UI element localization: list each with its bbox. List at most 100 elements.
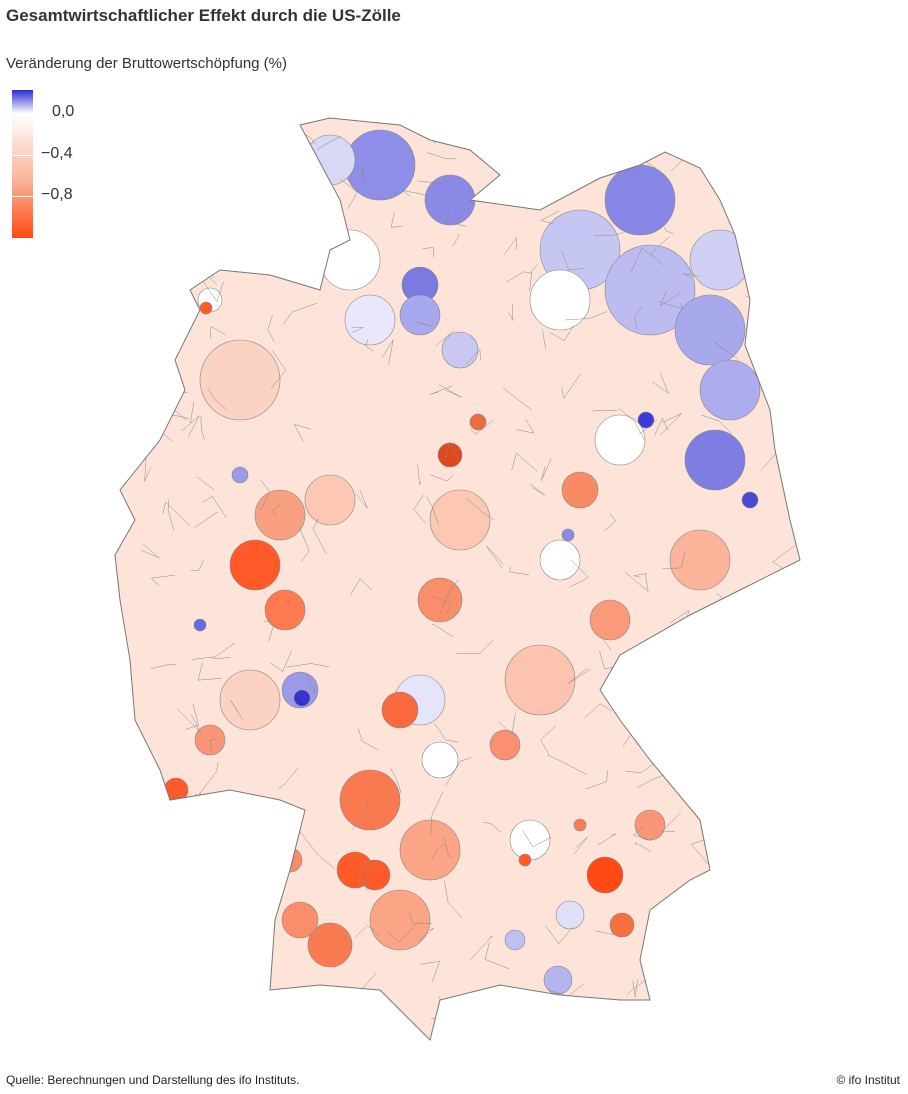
district-region [699, 359, 761, 421]
district-boundary [209, 738, 218, 753]
district-region [637, 411, 655, 429]
district-boundary [445, 441, 459, 459]
district-boundary [293, 424, 312, 442]
district-region [634, 809, 666, 841]
district-boundary [545, 925, 573, 945]
district-boundary [658, 301, 683, 310]
legend-tick-label: −0,8 [41, 186, 73, 203]
district-boundary [198, 762, 219, 795]
district-boundary [200, 415, 205, 440]
district-boundary [529, 264, 538, 292]
chart-title: Gesamtwirtschaftlicher Effekt durch die … [6, 6, 401, 25]
district-region [254, 489, 306, 541]
district-boundary [265, 202, 288, 218]
district-boundary [569, 559, 589, 588]
district-boundary [466, 498, 494, 520]
district-boundary [194, 511, 218, 528]
district-boundary [167, 499, 175, 531]
district-boundary [718, 938, 734, 957]
district-boundary [166, 124, 184, 147]
district-boundary [115, 654, 130, 683]
district-boundary [115, 281, 123, 308]
district-boundary [115, 421, 125, 431]
district-boundary [263, 805, 274, 827]
district-boundary [282, 302, 317, 325]
district-boundary [683, 1030, 700, 1040]
district-boundary [122, 312, 160, 320]
district-boundary [757, 724, 772, 760]
district-boundary [149, 351, 151, 371]
district-boundary [354, 925, 380, 938]
district-boundary [264, 621, 275, 642]
district-region [281, 901, 319, 939]
district-boundary [202, 496, 227, 519]
district-boundary [540, 168, 548, 192]
district-region [674, 294, 746, 366]
district-boundary [431, 843, 446, 860]
legend-tick-label: 0,0 [52, 103, 75, 120]
district-boundary [417, 464, 422, 485]
district-boundary [630, 247, 654, 273]
district-region [594, 414, 646, 466]
district-boundary [508, 304, 514, 321]
district-boundary [632, 825, 652, 841]
district-boundary [360, 164, 366, 190]
district-boundary [151, 980, 166, 1001]
district-region [609, 912, 635, 938]
district-boundary [194, 954, 219, 963]
district-region [304, 134, 356, 186]
district-boundary [409, 912, 433, 925]
district-boundary [597, 833, 617, 846]
district-boundary [418, 179, 449, 184]
district-boundary [632, 979, 638, 998]
district-boundary [604, 513, 617, 532]
district-boundary [724, 1001, 738, 1024]
district-boundary [312, 518, 327, 554]
district-boundary [591, 410, 618, 413]
district-boundary [160, 931, 170, 944]
district-boundary [634, 306, 643, 330]
district-region [359, 859, 391, 891]
district-boundary [806, 129, 822, 141]
district-boundary [433, 722, 459, 743]
district-boundary [799, 722, 800, 738]
district-boundary [351, 1009, 362, 1021]
district-boundary [506, 271, 532, 283]
district-boundary [438, 384, 462, 398]
district-boundary [585, 770, 608, 790]
district-boundary [200, 852, 213, 878]
district-region [469, 413, 487, 431]
district-boundary [202, 279, 224, 303]
district-boundary [430, 118, 448, 144]
district-boundary [226, 118, 259, 148]
district-boundary [652, 372, 669, 394]
district-boundary [194, 905, 218, 924]
district-boundary [207, 389, 227, 410]
district-boundary [530, 484, 546, 496]
district-boundary [790, 150, 800, 189]
district-boundary [179, 834, 214, 843]
district-boundary [764, 855, 782, 872]
district-boundary [637, 775, 664, 789]
district-boundary [503, 143, 522, 169]
district-boundary [351, 799, 369, 831]
district-boundary [230, 700, 243, 720]
district-boundary [600, 636, 612, 651]
district-boundary [158, 225, 186, 259]
district-boundary [115, 309, 129, 334]
copyright: © ifo Institut [836, 1073, 900, 1087]
district-boundary [136, 132, 161, 145]
district-region [741, 491, 759, 509]
district-boundary [730, 175, 741, 209]
district-boundary [773, 925, 788, 951]
district-boundary [774, 384, 800, 404]
district-region [604, 164, 676, 236]
district-boundary [573, 836, 589, 855]
district-region [274, 809, 296, 831]
district-boundary [757, 620, 771, 662]
district-region [417, 577, 463, 623]
district-boundary [164, 250, 170, 264]
district-boundary [176, 708, 202, 734]
district-boundary [431, 624, 454, 638]
district-boundary [192, 642, 236, 660]
